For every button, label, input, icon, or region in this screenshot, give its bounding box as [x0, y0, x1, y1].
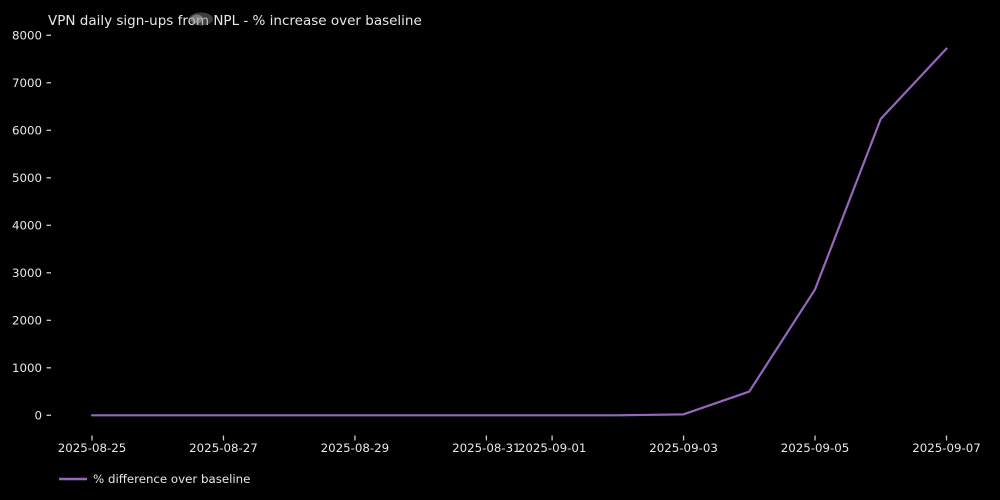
y-axis-tick-label: 3000 — [12, 266, 42, 280]
x-axis-tick-label: 2025-08-29 — [321, 441, 390, 455]
y-axis-tick-label: 5000 — [12, 171, 42, 185]
legend-label: % difference over baseline — [93, 472, 250, 486]
y-axis: 0 1000 2000 3000 4000 5000 6000 7000 8000 — [12, 28, 51, 422]
y-axis-tick-label: 2000 — [12, 313, 42, 327]
y-axis-tick-label: 4000 — [12, 218, 42, 232]
x-axis-tick-label: 2025-08-25 — [58, 441, 127, 455]
y-axis-tick-label: 0 — [34, 408, 42, 422]
x-axis-tick-label: 2025-09-05 — [781, 441, 850, 455]
x-axis-tick-label: 2025-08-31 — [452, 441, 521, 455]
x-axis-tick-label: 2025-09-01 — [518, 441, 587, 455]
x-axis-tick-label: 2025-09-03 — [649, 441, 718, 455]
line-series — [90, 47, 948, 417]
x-axis-tick-label: 2025-09-07 — [912, 441, 981, 455]
y-axis-tick-label: 7000 — [12, 76, 42, 90]
chart-title: VPN daily sign-ups from NPL - % increase… — [48, 13, 422, 29]
y-axis-tick-label: 6000 — [12, 123, 42, 137]
y-axis-tick-label: 8000 — [12, 28, 42, 42]
x-axis: 2025-08-25 2025-08-27 2025-08-29 2025-08-31… — [58, 435, 981, 455]
legend: % difference over baseline — [59, 472, 250, 486]
cursor-artifact — [189, 12, 213, 26]
y-axis-tick-label: 1000 — [12, 361, 42, 375]
x-axis-tick-label: 2025-08-27 — [189, 441, 258, 455]
